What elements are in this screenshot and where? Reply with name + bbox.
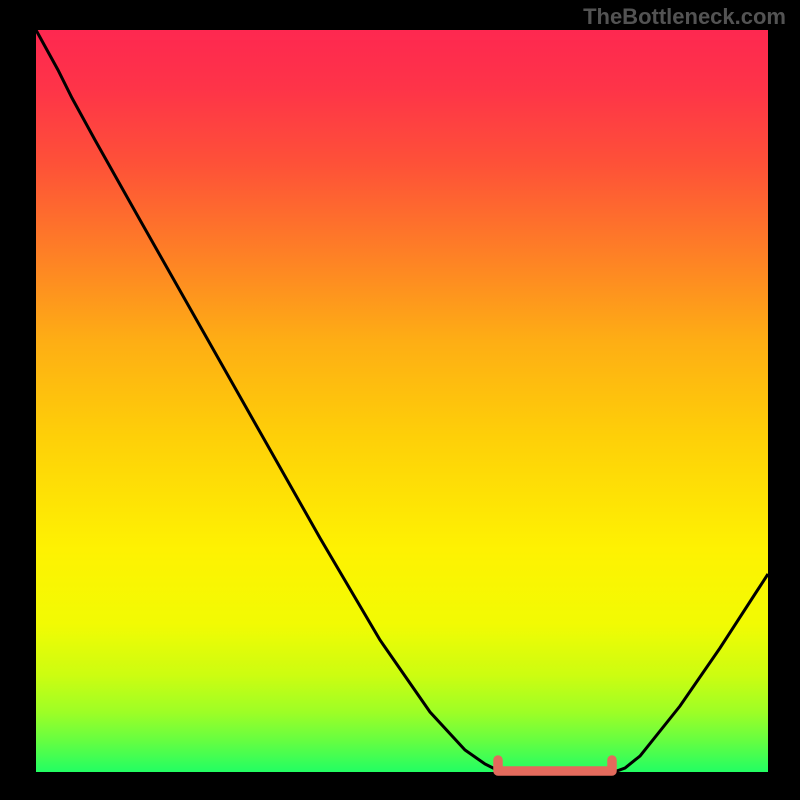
plot-background [36,30,768,772]
bottleneck-chart [0,0,800,800]
chart-container: { "watermark": { "text": "TheBottleneck.… [0,0,800,800]
watermark-text: TheBottleneck.com [583,4,786,30]
